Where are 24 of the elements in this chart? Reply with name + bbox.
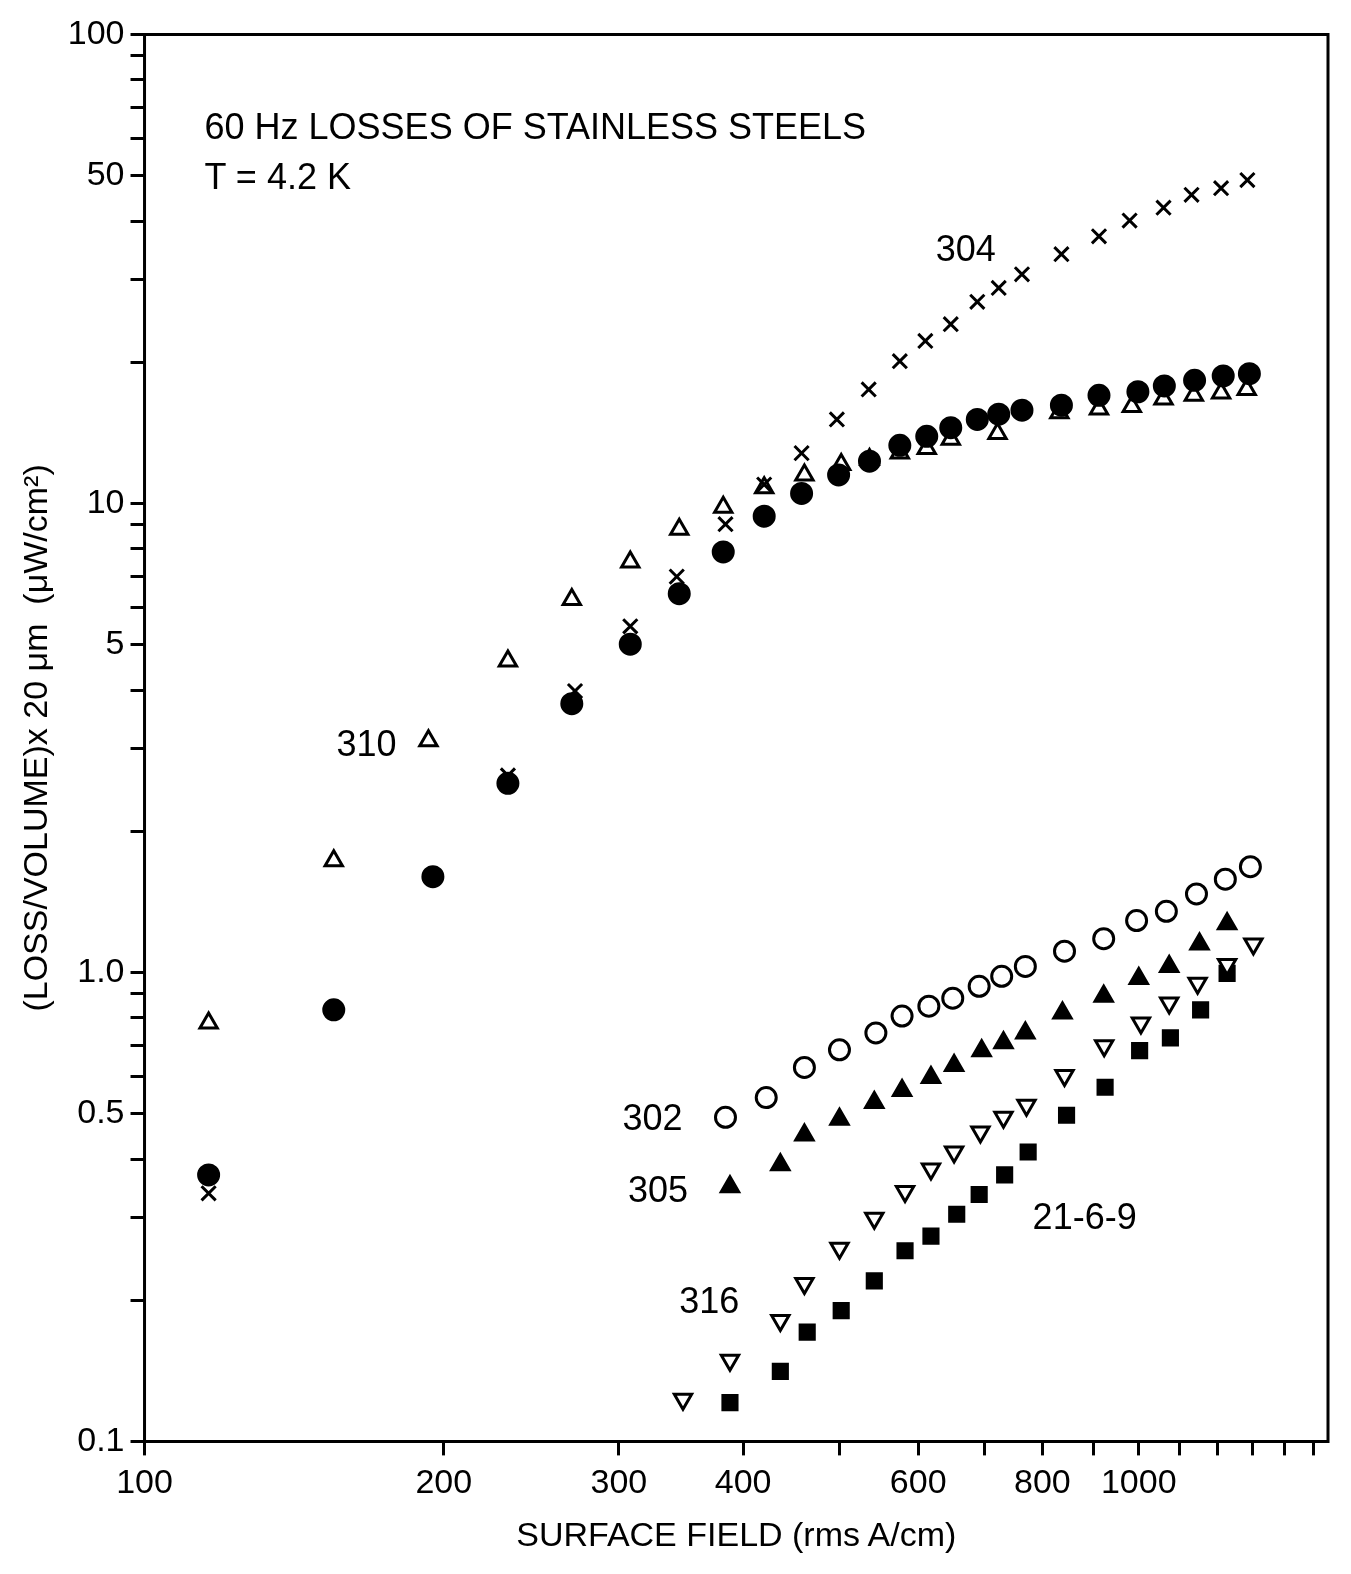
- series-label: 310: [336, 722, 397, 764]
- series-label: 316: [679, 1280, 740, 1322]
- x-tick-label: 800: [1014, 1462, 1071, 1501]
- x-tick-label: 400: [714, 1462, 772, 1501]
- series-label: 21-6-9: [1032, 1195, 1137, 1237]
- series-label: 302: [622, 1097, 683, 1139]
- x-tick-label: 200: [415, 1462, 473, 1501]
- series-label: 305: [627, 1168, 689, 1210]
- y-tick-label: 5: [105, 622, 125, 661]
- y-tick-label: 0.1: [77, 1419, 125, 1458]
- x-tick-label: 600: [889, 1462, 947, 1501]
- y-tick-label: 0.5: [77, 1091, 125, 1130]
- y-tick-label: 50: [86, 153, 125, 192]
- y-axis-title: (LOSS/VOLUME)x 20 μm (μW/cm²): [15, 464, 54, 1012]
- text: 60 Hz LOSSES OF STAINLESS STEELS: [204, 106, 867, 148]
- y-tick-label: 100: [67, 12, 125, 51]
- x-tick-label: 300: [590, 1462, 648, 1501]
- x-axis-title: SURFACE FIELD (rms A/cm): [516, 1514, 957, 1553]
- series-label: 304: [935, 228, 996, 270]
- x-tick-label: 1000: [1100, 1462, 1177, 1501]
- y-tick-label: 10: [86, 481, 125, 520]
- x-tick-label: 100: [116, 1462, 173, 1501]
- y-tick-label: 1.0: [77, 950, 125, 989]
- text: T = 4.2 K: [204, 156, 351, 198]
